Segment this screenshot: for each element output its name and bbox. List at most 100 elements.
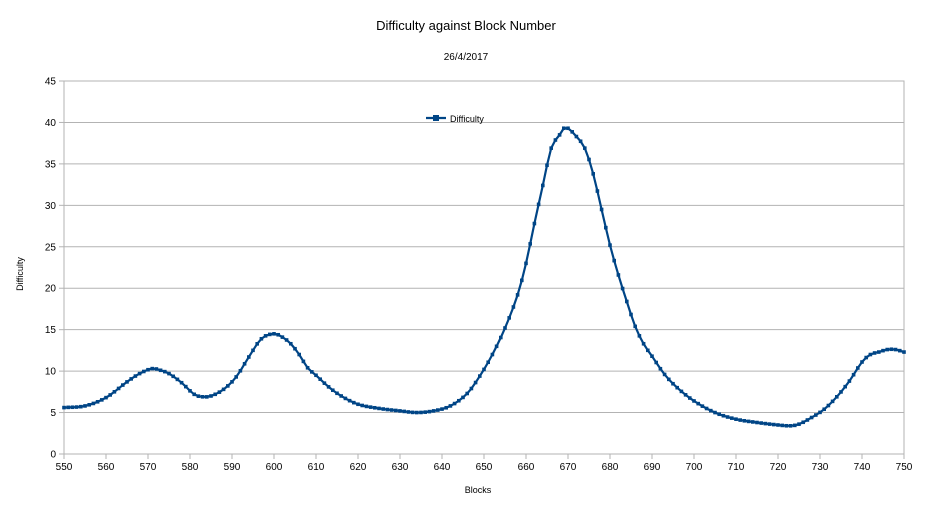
data-point — [457, 398, 461, 403]
data-point — [671, 381, 675, 386]
data-point — [310, 370, 314, 374]
data-point — [595, 189, 600, 193]
y-tick-label: 15 — [45, 325, 57, 336]
x-tick-label: 590 — [224, 462, 241, 473]
data-point — [835, 395, 839, 399]
data-point — [91, 401, 96, 406]
x-tick-label: 740 — [854, 462, 871, 473]
data-point — [402, 409, 406, 414]
data-point — [776, 423, 780, 427]
data-point — [213, 392, 217, 397]
data-point — [478, 374, 482, 378]
x-tick-label: 720 — [770, 462, 787, 473]
data-point — [154, 367, 159, 371]
data-point — [578, 139, 583, 144]
data-point — [717, 412, 721, 417]
data-point — [247, 355, 251, 359]
data-point — [263, 334, 268, 338]
y-tick-label: 35 — [45, 159, 57, 170]
data-point — [297, 352, 301, 357]
data-point — [163, 369, 167, 374]
data-point — [394, 408, 398, 413]
data-point — [507, 316, 511, 320]
data-point — [641, 341, 646, 346]
data-point — [200, 395, 205, 399]
data-point — [335, 391, 339, 396]
x-tick-label: 630 — [392, 462, 409, 473]
x-tick-label: 670 — [560, 462, 577, 473]
data-point — [352, 400, 356, 405]
x-tick-label: 640 — [434, 462, 451, 473]
data-point — [524, 261, 528, 266]
data-point — [444, 405, 448, 410]
y-tick-label: 5 — [50, 408, 56, 419]
data-point — [150, 366, 154, 371]
data-point — [805, 418, 810, 422]
data-point — [591, 172, 595, 176]
data-point — [868, 352, 873, 357]
data-point — [238, 368, 243, 373]
data-point — [625, 299, 629, 304]
data-point — [704, 406, 709, 411]
data-point — [646, 348, 650, 353]
data-point — [528, 242, 532, 246]
data-point — [100, 398, 104, 402]
data-point — [452, 401, 457, 406]
data-point — [251, 348, 255, 353]
data-point — [780, 423, 784, 428]
data-point — [343, 396, 348, 401]
data-point — [814, 413, 818, 417]
data-point — [436, 408, 440, 412]
data-point — [826, 403, 831, 408]
data-point — [142, 369, 146, 374]
data-point — [137, 371, 142, 376]
data-point — [121, 383, 125, 387]
chart-title: Difficulty against Block Number — [376, 18, 556, 33]
x-tick-label: 560 — [98, 462, 115, 473]
data-point — [738, 418, 742, 422]
data-point — [209, 394, 213, 398]
data-point — [612, 258, 616, 263]
data-point — [95, 400, 100, 404]
data-point — [221, 387, 226, 392]
data-point — [146, 367, 150, 372]
x-tick-label: 750 — [896, 462, 913, 473]
data-point — [583, 146, 587, 150]
data-point — [877, 350, 881, 354]
data-point — [902, 350, 906, 354]
data-point — [667, 377, 671, 382]
data-point — [415, 410, 419, 415]
data-point — [633, 324, 637, 329]
data-point — [360, 403, 364, 408]
data-point — [675, 385, 679, 390]
data-point — [654, 360, 658, 365]
x-axis-title: Blocks — [465, 485, 492, 495]
plot-area-border — [63, 80, 905, 455]
data-point — [234, 375, 238, 379]
data-point — [368, 405, 373, 409]
data-point — [679, 389, 684, 394]
data-point — [440, 407, 444, 411]
data-point — [557, 133, 562, 137]
data-point — [192, 392, 196, 397]
x-tick-label: 610 — [308, 462, 325, 473]
data-point — [158, 368, 163, 373]
data-point — [356, 402, 360, 407]
data-point — [742, 418, 747, 423]
data-point — [503, 326, 507, 330]
data-point — [301, 359, 306, 364]
data-point — [700, 404, 705, 408]
data-point — [171, 374, 175, 379]
data-point — [520, 278, 524, 283]
data-point — [721, 413, 726, 418]
data-point — [784, 423, 789, 428]
data-point — [847, 379, 852, 383]
data-point — [898, 348, 902, 353]
data-point — [797, 422, 801, 426]
data-point — [696, 401, 700, 406]
legend-label: Difficulty — [450, 114, 484, 124]
data-point — [536, 202, 541, 207]
data-point — [620, 286, 625, 291]
data-point — [688, 396, 692, 400]
